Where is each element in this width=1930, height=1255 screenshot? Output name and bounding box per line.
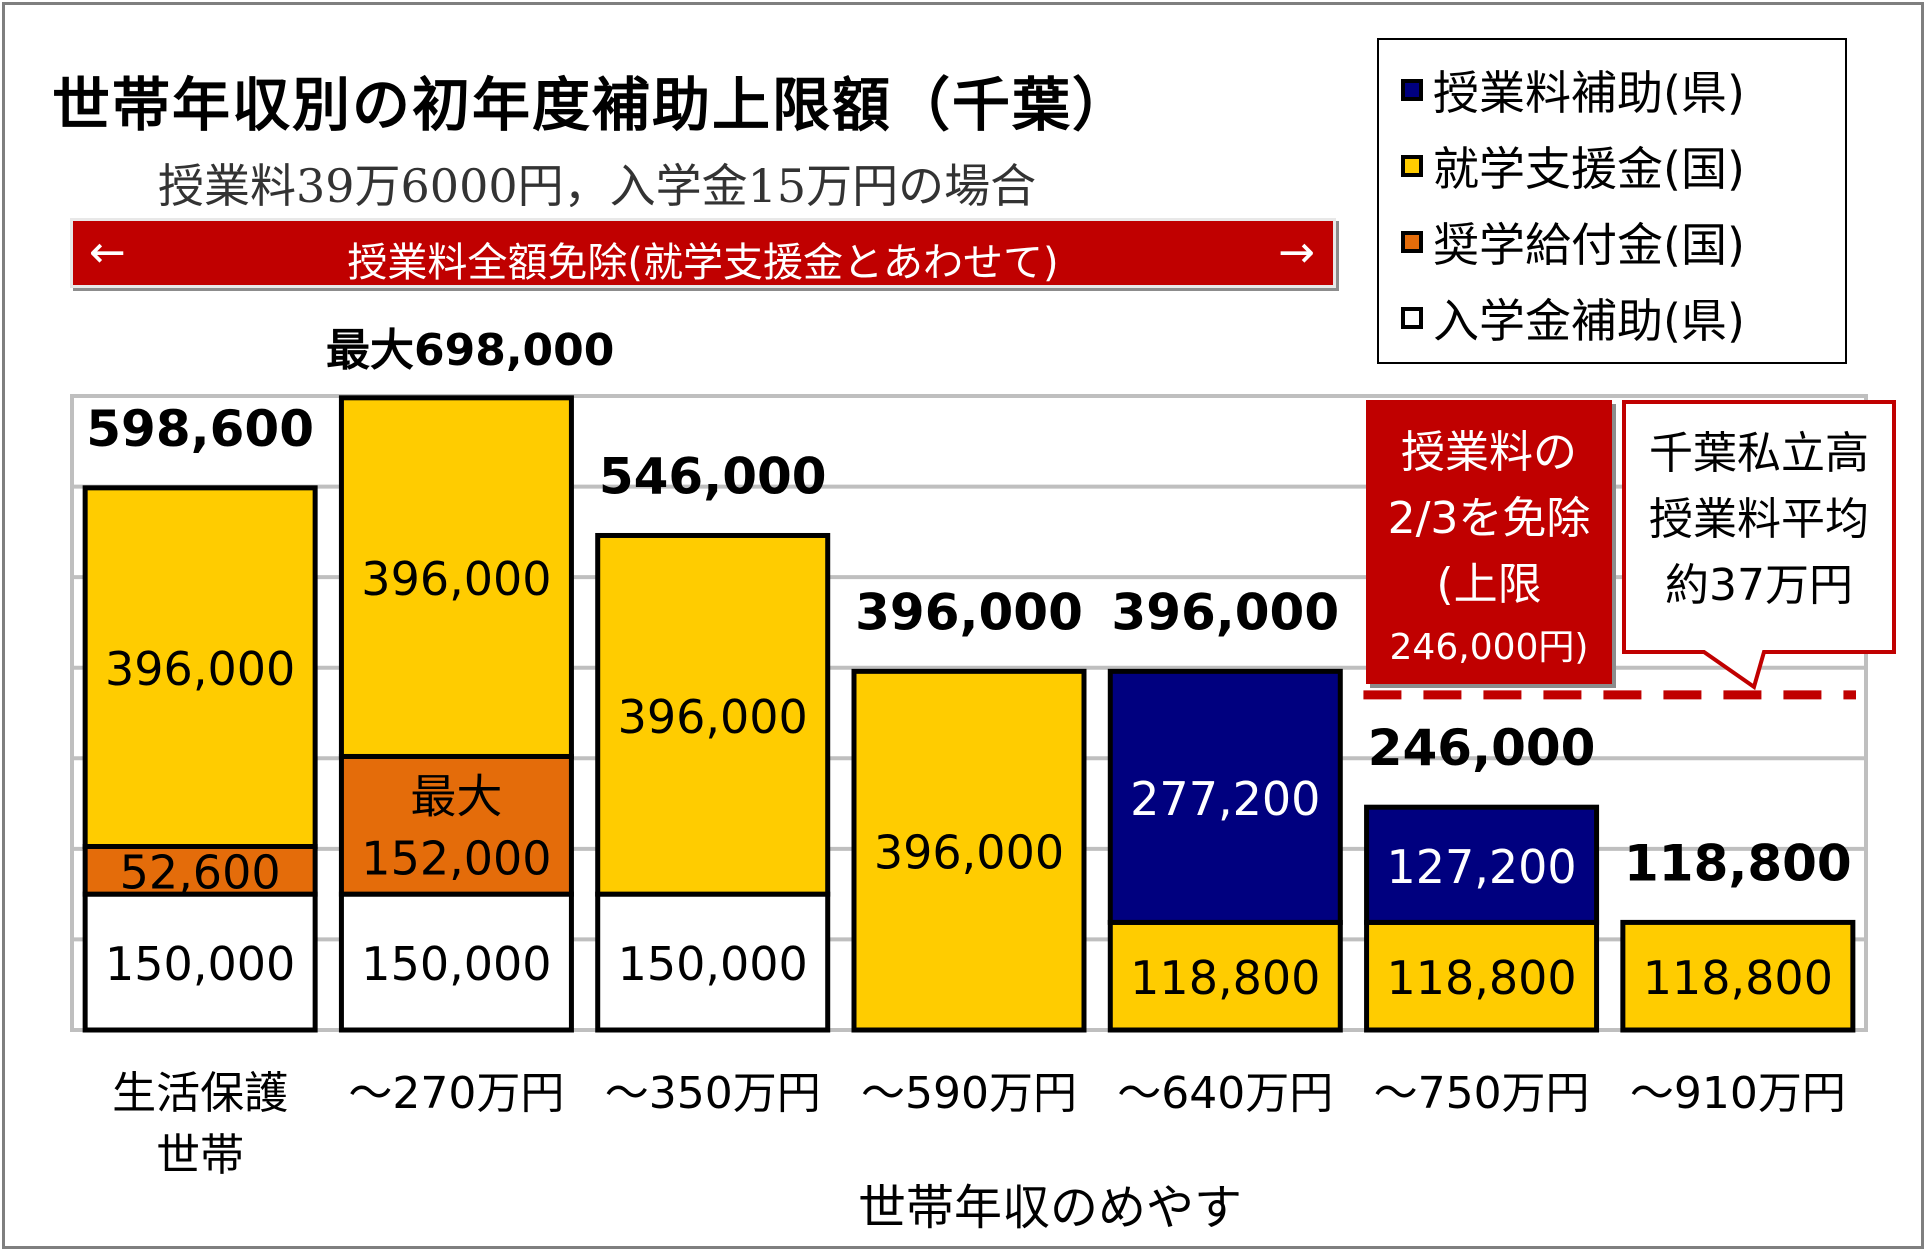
bar-total-label: 396,000	[1111, 583, 1339, 641]
bar-total-label: 246,000	[1368, 719, 1596, 777]
bar-total-label: 118,800	[1624, 834, 1852, 892]
legend-swatch	[1401, 231, 1423, 253]
average-tuition-callout	[1622, 400, 1896, 691]
bar-segment-national-support	[595, 532, 831, 897]
note-line: 246,000円)	[1389, 627, 1589, 668]
bar-segment-national-support	[1107, 919, 1343, 1033]
legend-item: 奨学給付金(国)	[1401, 210, 1745, 274]
legend-label: 就学支援金(国)	[1433, 142, 1745, 196]
full-exemption-banner: ← 授業料全額免除(就学支援金とあわせて) →	[70, 218, 1336, 288]
note-line: 2/3を免除	[1387, 493, 1591, 544]
bar-segment-national-support	[82, 485, 318, 850]
segment-value-label: 118,800	[1386, 951, 1576, 1005]
legend-label: 奨学給付金(国)	[1433, 218, 1745, 272]
bar-segment-national-support	[338, 395, 574, 759]
legend-label: 入学金補助(県)	[1433, 294, 1745, 348]
x-tick-label: ～590万円	[861, 1068, 1077, 1119]
note-line: 授業料の	[1401, 427, 1577, 478]
segment-value-label: 118,800	[1643, 951, 1833, 1005]
x-tick-label: ～640万円	[1117, 1068, 1333, 1119]
legend-swatch	[1401, 79, 1423, 101]
segment-value-label: 396,000	[105, 642, 295, 696]
legend-item: 入学金補助(県)	[1401, 286, 1745, 350]
bar-segment-admission-aid	[82, 891, 318, 1033]
segment-value-label: 118,800	[1130, 951, 1320, 1005]
segment-value-label: 277,200	[1130, 772, 1320, 826]
segment-value-label: 150,000	[361, 937, 551, 991]
x-tick-label: ～270万円	[348, 1068, 564, 1119]
legend-swatch	[1401, 155, 1423, 177]
note-line: (上限	[1436, 559, 1542, 610]
average-note-line: 約37万円	[1665, 560, 1853, 611]
bar-segment-national-support	[851, 668, 1087, 1033]
x-tick-label: 世帯	[156, 1130, 244, 1181]
bar-segment-prefecture-tuition	[1364, 804, 1600, 925]
bar-segment-national-scholarship	[82, 844, 318, 897]
segment-value-label: 152,000	[361, 831, 551, 885]
bar-total-label: 546,000	[599, 447, 827, 505]
max-total-label: 最大698,000	[326, 325, 615, 376]
x-tick-label: 生活保護	[112, 1068, 288, 1119]
segment-value-label: 396,000	[874, 826, 1064, 880]
two-thirds-exemption-note: 授業料の 2/3を免除 (上限 246,000円)	[1366, 400, 1612, 684]
x-tick-label: ～350万円	[605, 1068, 821, 1119]
x-tick-label: ～750万円	[1374, 1068, 1590, 1119]
chart-subtitle: 授業料39万6000円，入学金15万円の場合	[158, 159, 1037, 213]
banner-text: 授業料全額免除(就学支援金とあわせて)	[347, 240, 1059, 286]
legend: 授業料補助(県) 就学支援金(国) 奨学給付金(国) 入学金補助(県)	[1377, 38, 1847, 364]
segment-value-label: 150,000	[618, 937, 808, 991]
bar-total-label: 396,000	[855, 583, 1083, 641]
legend-item: 授業料補助(県)	[1401, 58, 1745, 122]
legend-label: 授業料補助(県)	[1433, 66, 1745, 120]
x-axis-label: 世帯年収のめやす	[858, 1180, 1243, 1236]
left-arrow-icon: ←	[89, 227, 126, 278]
bar-total-label: 598,600	[86, 400, 314, 458]
bar-segment-national-support	[1364, 919, 1600, 1033]
chart-title: 世帯年収別の初年度補助上限額（千葉）	[52, 71, 1133, 139]
x-tick-label: ～910万円	[1630, 1068, 1846, 1119]
segment-value-label: 150,000	[105, 937, 295, 991]
segment-value-label: 52,600	[120, 845, 281, 899]
bar-segment-prefecture-tuition	[1107, 668, 1343, 925]
segment-value-label: 396,000	[361, 552, 551, 606]
right-arrow-icon: →	[1278, 227, 1315, 278]
average-note-line: 授業料平均	[1649, 494, 1869, 545]
legend-swatch	[1401, 307, 1423, 329]
segment-value-label: 最大	[410, 769, 502, 823]
bar-segment-national-support	[1620, 919, 1856, 1033]
segment-value-label: 396,000	[618, 690, 808, 744]
average-note-line: 千葉私立高	[1649, 428, 1869, 479]
segment-value-label: 127,200	[1386, 840, 1576, 894]
legend-item: 就学支援金(国)	[1401, 134, 1745, 198]
